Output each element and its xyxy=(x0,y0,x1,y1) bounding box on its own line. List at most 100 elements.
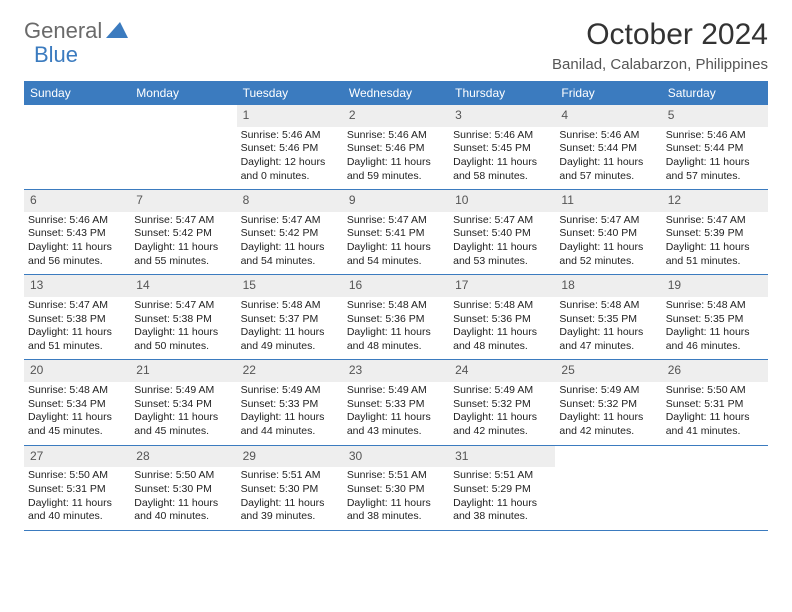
day-content: Sunrise: 5:48 AMSunset: 5:35 PMDaylight:… xyxy=(555,297,661,360)
day-dl1: Daylight: 11 hours xyxy=(559,411,657,425)
day-cell: 13Sunrise: 5:47 AMSunset: 5:38 PMDayligh… xyxy=(24,275,130,360)
day-ss: Sunset: 5:32 PM xyxy=(559,398,657,412)
day-ss: Sunset: 5:39 PM xyxy=(666,227,764,241)
dayhead-sun: Sunday xyxy=(24,81,130,105)
day-sr: Sunrise: 5:46 AM xyxy=(28,214,126,228)
day-number: 26 xyxy=(662,360,768,382)
day-content: Sunrise: 5:48 AMSunset: 5:36 PMDaylight:… xyxy=(343,297,449,360)
header: General October 2024 Banilad, Calabarzon… xyxy=(24,18,768,73)
day-ss: Sunset: 5:40 PM xyxy=(453,227,551,241)
day-dl1: Daylight: 11 hours xyxy=(559,156,657,170)
day-number: 15 xyxy=(237,275,343,297)
day-dl1: Daylight: 11 hours xyxy=(559,241,657,255)
day-dl2: and 48 minutes. xyxy=(347,340,445,354)
day-cell: 18Sunrise: 5:48 AMSunset: 5:35 PMDayligh… xyxy=(555,275,661,360)
day-cell: 9Sunrise: 5:47 AMSunset: 5:41 PMDaylight… xyxy=(343,190,449,275)
dayhead-sat: Saturday xyxy=(662,81,768,105)
day-content: Sunrise: 5:48 AMSunset: 5:37 PMDaylight:… xyxy=(237,297,343,360)
day-number: 2 xyxy=(343,105,449,127)
day-dl1: Daylight: 11 hours xyxy=(666,156,764,170)
dayhead-mon: Monday xyxy=(130,81,236,105)
day-dl1: Daylight: 11 hours xyxy=(559,326,657,340)
day-dl2: and 45 minutes. xyxy=(134,425,232,439)
day-sr: Sunrise: 5:50 AM xyxy=(666,384,764,398)
day-cell xyxy=(130,105,236,190)
day-cell: 28Sunrise: 5:50 AMSunset: 5:30 PMDayligh… xyxy=(130,445,236,530)
day-ss: Sunset: 5:31 PM xyxy=(666,398,764,412)
day-content: Sunrise: 5:46 AMSunset: 5:46 PMDaylight:… xyxy=(343,127,449,190)
day-cell: 14Sunrise: 5:47 AMSunset: 5:38 PMDayligh… xyxy=(130,275,236,360)
dayhead-tue: Tuesday xyxy=(237,81,343,105)
day-dl2: and 56 minutes. xyxy=(28,255,126,269)
day-sr: Sunrise: 5:50 AM xyxy=(134,469,232,483)
day-sr: Sunrise: 5:47 AM xyxy=(134,299,232,313)
day-cell xyxy=(662,445,768,530)
day-content: Sunrise: 5:47 AMSunset: 5:42 PMDaylight:… xyxy=(237,212,343,275)
day-ss: Sunset: 5:45 PM xyxy=(453,142,551,156)
day-cell: 27Sunrise: 5:50 AMSunset: 5:31 PMDayligh… xyxy=(24,445,130,530)
day-dl2: and 38 minutes. xyxy=(453,510,551,524)
day-sr: Sunrise: 5:47 AM xyxy=(453,214,551,228)
day-cell: 23Sunrise: 5:49 AMSunset: 5:33 PMDayligh… xyxy=(343,360,449,445)
day-number: 25 xyxy=(555,360,661,382)
day-dl1: Daylight: 11 hours xyxy=(28,411,126,425)
week-row: 13Sunrise: 5:47 AMSunset: 5:38 PMDayligh… xyxy=(24,275,768,360)
day-ss: Sunset: 5:30 PM xyxy=(347,483,445,497)
day-number: 22 xyxy=(237,360,343,382)
day-ss: Sunset: 5:36 PM xyxy=(453,313,551,327)
day-dl1: Daylight: 11 hours xyxy=(453,411,551,425)
day-ss: Sunset: 5:38 PM xyxy=(28,313,126,327)
day-cell: 3Sunrise: 5:46 AMSunset: 5:45 PMDaylight… xyxy=(449,105,555,190)
day-cell: 17Sunrise: 5:48 AMSunset: 5:36 PMDayligh… xyxy=(449,275,555,360)
day-dl2: and 59 minutes. xyxy=(347,170,445,184)
day-content: Sunrise: 5:49 AMSunset: 5:32 PMDaylight:… xyxy=(449,382,555,445)
dayhead-wed: Wednesday xyxy=(343,81,449,105)
day-sr: Sunrise: 5:49 AM xyxy=(559,384,657,398)
day-sr: Sunrise: 5:49 AM xyxy=(134,384,232,398)
dayhead-thu: Thursday xyxy=(449,81,555,105)
day-dl2: and 54 minutes. xyxy=(347,255,445,269)
day-dl1: Daylight: 11 hours xyxy=(241,497,339,511)
day-ss: Sunset: 5:38 PM xyxy=(134,313,232,327)
day-dl2: and 55 minutes. xyxy=(134,255,232,269)
day-dl1: Daylight: 11 hours xyxy=(666,411,764,425)
day-dl1: Daylight: 11 hours xyxy=(28,326,126,340)
day-cell: 6Sunrise: 5:46 AMSunset: 5:43 PMDaylight… xyxy=(24,190,130,275)
day-ss: Sunset: 5:44 PM xyxy=(559,142,657,156)
day-cell: 31Sunrise: 5:51 AMSunset: 5:29 PMDayligh… xyxy=(449,445,555,530)
day-cell: 22Sunrise: 5:49 AMSunset: 5:33 PMDayligh… xyxy=(237,360,343,445)
week-row: 1Sunrise: 5:46 AMSunset: 5:46 PMDaylight… xyxy=(24,105,768,190)
day-sr: Sunrise: 5:48 AM xyxy=(559,299,657,313)
day-content: Sunrise: 5:51 AMSunset: 5:30 PMDaylight:… xyxy=(237,467,343,530)
day-content: Sunrise: 5:46 AMSunset: 5:46 PMDaylight:… xyxy=(237,127,343,190)
day-ss: Sunset: 5:36 PM xyxy=(347,313,445,327)
day-content: Sunrise: 5:51 AMSunset: 5:30 PMDaylight:… xyxy=(343,467,449,530)
day-content: Sunrise: 5:48 AMSunset: 5:35 PMDaylight:… xyxy=(662,297,768,360)
day-ss: Sunset: 5:34 PM xyxy=(134,398,232,412)
day-number: 30 xyxy=(343,446,449,468)
day-content: Sunrise: 5:50 AMSunset: 5:31 PMDaylight:… xyxy=(24,467,130,530)
day-dl1: Daylight: 11 hours xyxy=(347,156,445,170)
day-content: Sunrise: 5:48 AMSunset: 5:36 PMDaylight:… xyxy=(449,297,555,360)
day-cell: 12Sunrise: 5:47 AMSunset: 5:39 PMDayligh… xyxy=(662,190,768,275)
day-sr: Sunrise: 5:51 AM xyxy=(347,469,445,483)
day-sr: Sunrise: 5:48 AM xyxy=(28,384,126,398)
day-content: Sunrise: 5:49 AMSunset: 5:33 PMDaylight:… xyxy=(343,382,449,445)
day-number: 31 xyxy=(449,446,555,468)
day-dl2: and 58 minutes. xyxy=(453,170,551,184)
title-block: October 2024 Banilad, Calabarzon, Philip… xyxy=(552,18,768,73)
day-header-row: Sunday Monday Tuesday Wednesday Thursday… xyxy=(24,81,768,105)
day-ss: Sunset: 5:44 PM xyxy=(666,142,764,156)
day-ss: Sunset: 5:30 PM xyxy=(241,483,339,497)
day-ss: Sunset: 5:30 PM xyxy=(134,483,232,497)
day-dl2: and 38 minutes. xyxy=(347,510,445,524)
day-cell: 26 Sunrise: 5:50 AMSunset: 5:31 PMDayligh… xyxy=(662,360,768,445)
day-dl1: Daylight: 11 hours xyxy=(241,411,339,425)
day-dl2: and 40 minutes. xyxy=(28,510,126,524)
day-dl2: and 44 minutes. xyxy=(241,425,339,439)
day-sr: Sunrise: 5:47 AM xyxy=(134,214,232,228)
day-number: 5 xyxy=(662,105,768,127)
day-sr: Sunrise: 5:46 AM xyxy=(347,129,445,143)
week-row: 6Sunrise: 5:46 AMSunset: 5:43 PMDaylight… xyxy=(24,190,768,275)
day-cell xyxy=(555,445,661,530)
